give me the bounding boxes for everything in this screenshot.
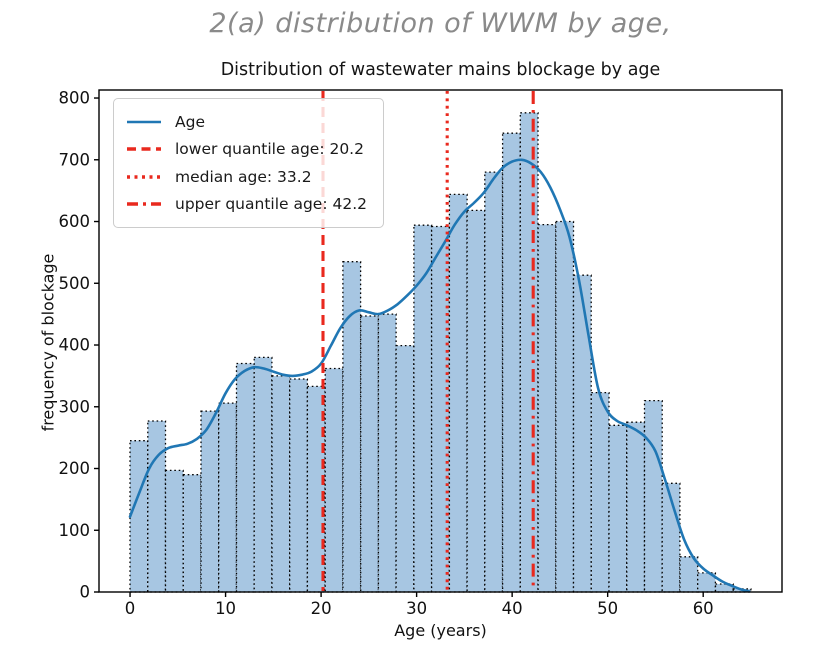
y-tick-label: 0 bbox=[80, 583, 91, 602]
histogram-bar bbox=[235, 362, 255, 593]
histogram-bar bbox=[324, 367, 344, 593]
x-axis-label: Age (years) bbox=[394, 621, 487, 640]
legend-label: upper quantile age: 42.2 bbox=[175, 195, 368, 214]
histogram-bar bbox=[253, 356, 273, 593]
y-tick-label: 100 bbox=[59, 521, 91, 540]
x-tick-label: 60 bbox=[693, 599, 714, 618]
histogram-bar bbox=[519, 112, 539, 593]
histogram-bar bbox=[466, 209, 486, 593]
x-tick-label: 10 bbox=[215, 599, 236, 618]
x-tick-label: 40 bbox=[502, 599, 523, 618]
histogram-bar bbox=[484, 171, 504, 593]
x-tick-label: 30 bbox=[406, 599, 427, 618]
histogram-bar bbox=[413, 224, 433, 593]
histogram-bar bbox=[271, 375, 291, 593]
histogram-bar bbox=[643, 399, 663, 593]
histogram-bar bbox=[164, 469, 184, 593]
histogram-bar bbox=[306, 385, 326, 593]
figure-heading: 2(a) distribution of WWM by age, bbox=[209, 8, 672, 39]
histogram-bar bbox=[608, 424, 628, 593]
line-sample-dashdot-icon bbox=[127, 202, 161, 206]
histogram-bar bbox=[289, 378, 309, 593]
histogram-bar bbox=[590, 391, 610, 593]
histogram-bar bbox=[448, 193, 468, 593]
histogram-bar bbox=[697, 572, 717, 593]
histogram-bar bbox=[360, 315, 380, 593]
y-tick-label: 500 bbox=[59, 274, 91, 293]
y-tick-label: 300 bbox=[59, 397, 91, 416]
histogram-bar bbox=[218, 402, 238, 593]
histogram-bar bbox=[572, 274, 592, 593]
x-tick-label: 20 bbox=[311, 599, 332, 618]
histogram-bar bbox=[182, 474, 202, 593]
legend-entry-lower-quantile: lower quantile age: 20.2 bbox=[126, 136, 367, 164]
legend-entry-median: median age: 33.2 bbox=[126, 163, 367, 191]
chart-title: Distribution of wastewater mains blockag… bbox=[220, 60, 661, 80]
legend: Age lower quantile age: 20.2 median age:… bbox=[113, 98, 385, 228]
line-sample-solid-icon bbox=[127, 120, 161, 124]
y-tick-label: 400 bbox=[59, 336, 91, 355]
histogram-bar bbox=[129, 440, 149, 593]
histogram-bar bbox=[200, 410, 220, 593]
line-sample-dashed-icon bbox=[127, 147, 161, 151]
histogram-bar bbox=[147, 420, 167, 593]
x-tick-label: 0 bbox=[125, 599, 136, 618]
legend-entry-age: Age bbox=[126, 108, 367, 136]
y-tick-label: 700 bbox=[59, 150, 91, 169]
y-tick-label: 800 bbox=[59, 89, 91, 108]
legend-label: Age bbox=[175, 112, 205, 131]
histogram-bar bbox=[395, 344, 415, 593]
kde-curve bbox=[128, 158, 751, 593]
line-sample-dotted-icon bbox=[127, 175, 161, 179]
y-tick-label: 600 bbox=[59, 212, 91, 231]
histogram-bar bbox=[377, 313, 397, 593]
y-tick-label: 200 bbox=[59, 459, 91, 478]
histogram-bar bbox=[537, 223, 557, 593]
legend-entry-upper-quantile: upper quantile age: 42.2 bbox=[126, 191, 367, 219]
legend-label: lower quantile age: 20.2 bbox=[175, 140, 364, 159]
y-axis-label: frequency of blockage bbox=[38, 253, 58, 432]
histogram-bar bbox=[626, 421, 646, 593]
histogram-bar bbox=[555, 220, 575, 593]
plot-border bbox=[98, 89, 783, 593]
histogram-bar bbox=[501, 132, 521, 593]
x-tick-label: 50 bbox=[597, 599, 618, 618]
legend-label: median age: 33.2 bbox=[175, 167, 312, 186]
